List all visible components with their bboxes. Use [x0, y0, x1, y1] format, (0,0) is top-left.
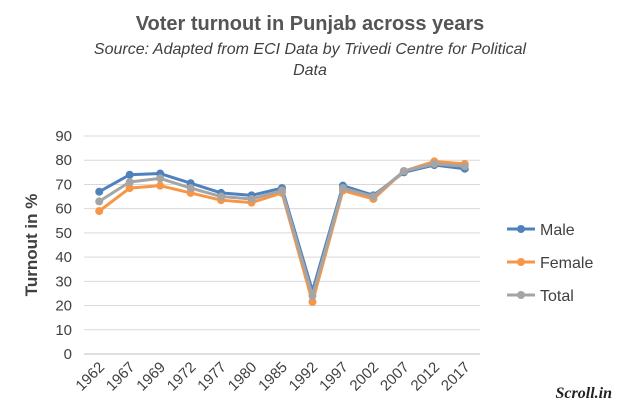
data-point-total — [369, 192, 378, 201]
legend-label: Total — [540, 288, 574, 305]
series-total — [95, 159, 469, 300]
data-point-female — [95, 207, 104, 216]
data-point-total — [308, 291, 317, 300]
y-tick-label: 60 — [55, 201, 72, 218]
data-point-total — [278, 186, 286, 195]
y-axis-ticks: 0 10 20 30 40 50 60 70 80 90 — [55, 128, 72, 363]
legend-label: Male — [540, 222, 575, 239]
legend-swatch-marker — [517, 258, 525, 266]
x-tick-label: 1977 — [194, 359, 230, 395]
legend-item-female: Female — [507, 255, 593, 272]
data-point-female — [156, 181, 165, 190]
x-tick-label: 1992 — [286, 359, 322, 395]
x-tick-label: 2012 — [408, 359, 444, 395]
data-point-total — [430, 159, 439, 168]
series-line-total — [97, 162, 467, 298]
data-point-total — [399, 167, 408, 176]
x-tick-label: 1967 — [103, 359, 139, 395]
y-tick-label: 0 — [64, 346, 72, 363]
data-point-total — [125, 178, 134, 187]
y-tick-label: 70 — [55, 176, 72, 193]
x-tick-label: 1997 — [316, 359, 352, 395]
chart-title: Voter turnout in Punjab across years — [136, 13, 485, 35]
legend-item-male: Male — [507, 222, 575, 239]
legend-item-total: Total — [507, 288, 574, 305]
data-point-total — [338, 184, 347, 193]
x-tick-label: 1980 — [225, 359, 261, 395]
x-axis-ticks: 1962196719691972197719801985199219972002… — [72, 359, 473, 395]
y-tick-label: 30 — [55, 273, 72, 290]
x-tick-label: 2007 — [377, 359, 413, 395]
legend-swatch-marker — [517, 225, 525, 233]
data-point-female — [125, 184, 134, 193]
data-point-total — [460, 162, 469, 171]
data-point-male — [125, 170, 134, 179]
data-point-total — [186, 184, 195, 193]
data-point-total — [247, 194, 256, 203]
data-point-total — [95, 197, 104, 206]
chart-subtitle-line-2: Data — [293, 62, 327, 79]
y-tick-label: 50 — [55, 225, 72, 242]
data-point-female — [308, 297, 317, 306]
y-tick-label: 40 — [55, 249, 72, 266]
legend-swatch-marker — [517, 291, 525, 299]
y-axis-label: Turnout in % — [22, 194, 41, 297]
chart-subtitle-line-1: Source: Adapted from ECI Data by Trivedi… — [94, 41, 527, 58]
y-tick-label: 20 — [55, 298, 72, 315]
x-tick-label: 1985 — [255, 359, 291, 395]
y-tick-label: 80 — [55, 152, 72, 169]
series-lines — [95, 157, 469, 306]
legend: Male Female Total — [507, 222, 593, 305]
legend-label: Female — [540, 255, 593, 272]
y-tick-label: 10 — [55, 322, 72, 339]
y-tick-label: 90 — [55, 128, 72, 145]
x-tick-label: 1972 — [164, 359, 200, 395]
series-male — [95, 161, 469, 296]
data-point-total — [217, 192, 226, 201]
gridlines — [84, 135, 480, 355]
x-tick-label: 2002 — [347, 359, 383, 395]
scroll-watermark: Scroll.in — [556, 385, 613, 402]
x-tick-label: 2017 — [438, 359, 474, 395]
x-tick-label: 1969 — [133, 359, 169, 395]
x-tick-label: 1962 — [72, 359, 108, 395]
data-point-total — [156, 174, 165, 183]
data-point-male — [95, 187, 104, 196]
